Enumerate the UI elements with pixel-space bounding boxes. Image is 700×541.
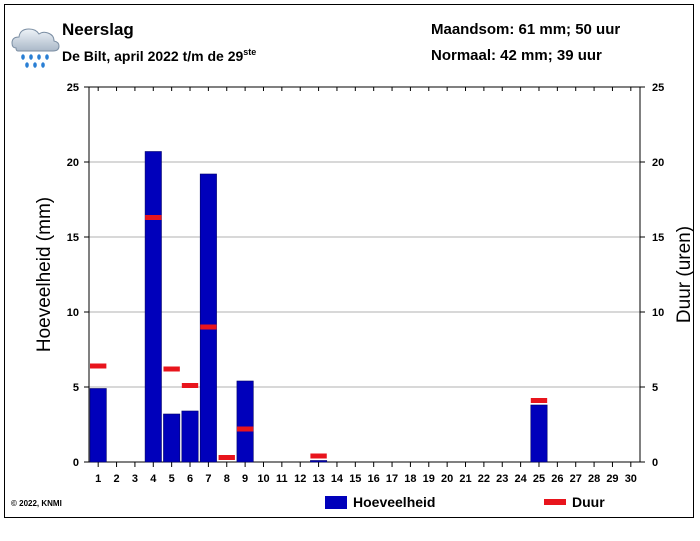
y2-axis-title: Duur (uren)	[674, 226, 695, 323]
duration-marker-day-8	[218, 455, 235, 460]
legend-duration-label: Duur	[572, 494, 605, 510]
x-tick-label: 17	[386, 473, 398, 485]
x-tick-label: 21	[459, 473, 471, 485]
chart-subtitle: De Bilt, april 2022 t/m de 29ste	[62, 47, 256, 64]
x-tick-label: 25	[533, 473, 545, 485]
x-tick-label: 1	[95, 473, 101, 485]
bar-day-4	[144, 151, 162, 463]
duration-marker-day-1	[90, 363, 107, 369]
legend-duration-swatch	[544, 499, 566, 505]
x-tick-label: 7	[205, 473, 211, 485]
x-tick-label: 15	[349, 473, 361, 485]
normal-values: Normaal: 42 mm; 39 uur	[431, 47, 602, 64]
y-tick-label: 25	[67, 82, 79, 94]
x-tick-label: 10	[257, 473, 269, 485]
bar-day-1	[89, 388, 107, 463]
legend-amount-swatch	[325, 495, 347, 509]
y2-tick-label: 15	[652, 232, 664, 244]
duration-marker-day-5	[163, 366, 180, 372]
duration-marker-day-25	[530, 398, 548, 403]
x-tick-label: 22	[478, 473, 490, 485]
x-tick-label: 20	[441, 473, 453, 485]
legend-duration: Duur	[544, 494, 605, 510]
bar-day-13	[310, 460, 328, 463]
bar-day-6	[181, 410, 199, 463]
x-tick-label: 23	[496, 473, 508, 485]
x-tick-label: 18	[404, 473, 416, 485]
bar-day-25	[530, 404, 548, 463]
x-tick-label: 6	[187, 473, 193, 485]
duration-marker-day-13	[310, 453, 327, 459]
duration-marker-day-4	[145, 215, 162, 220]
bar-day-9	[236, 380, 254, 463]
subtitle-suffix: ste	[243, 47, 257, 57]
duration-marker-day-6	[181, 383, 199, 388]
x-tick-label: 27	[570, 473, 582, 485]
copyright: © 2022, KNMI	[11, 499, 62, 508]
x-tick-label: 19	[423, 473, 435, 485]
x-tick-label: 12	[294, 473, 306, 485]
y-tick-label: 15	[67, 232, 79, 244]
x-tick-label: 5	[169, 473, 175, 485]
x-tick-label: 29	[606, 473, 618, 485]
x-tick-label: 16	[368, 473, 380, 485]
x-tick-label: 24	[514, 473, 527, 485]
bar-day-7	[199, 173, 217, 463]
y-tick-label: 5	[73, 382, 79, 394]
y2-tick-label: 0	[652, 457, 658, 469]
x-tick-label: 30	[625, 473, 637, 485]
y2-tick-label: 25	[652, 82, 664, 94]
x-tick-label: 3	[132, 473, 138, 485]
y-axis-title: Hoeveelheid (mm)	[34, 197, 55, 352]
plot-area	[88, 86, 641, 463]
rain-cloud-icon	[11, 28, 60, 68]
x-tick-label: 8	[224, 473, 230, 485]
x-tick-label: 14	[331, 473, 344, 485]
x-tick-label: 28	[588, 473, 600, 485]
y2-tick-label: 20	[652, 157, 664, 169]
duration-marker-day-7	[200, 324, 217, 330]
legend-amount: Hoeveelheid	[325, 494, 435, 510]
legend-amount-label: Hoeveelheid	[353, 494, 436, 510]
x-tick-label: 9	[242, 473, 248, 485]
duration-marker-day-9	[236, 426, 254, 432]
chart-title: Neerslag	[62, 20, 134, 39]
x-tick-label: 26	[551, 473, 563, 485]
chart-frame	[4, 4, 694, 518]
x-tick-label: 13	[312, 473, 324, 485]
subtitle-text: De Bilt, april 2022 t/m de 29	[62, 48, 244, 64]
monthly-sum: Maandsom: 61 mm; 50 uur	[431, 21, 621, 38]
y2-tick-label: 5	[652, 382, 658, 394]
bar-day-5	[163, 413, 181, 463]
y-tick-label: 10	[67, 307, 79, 319]
y-tick-label: 20	[67, 157, 79, 169]
x-tick-label: 2	[113, 473, 119, 485]
y-tick-label: 0	[73, 457, 79, 469]
x-tick-label: 4	[150, 473, 157, 485]
x-tick-label: 11	[276, 473, 288, 485]
y2-tick-label: 10	[652, 307, 664, 319]
